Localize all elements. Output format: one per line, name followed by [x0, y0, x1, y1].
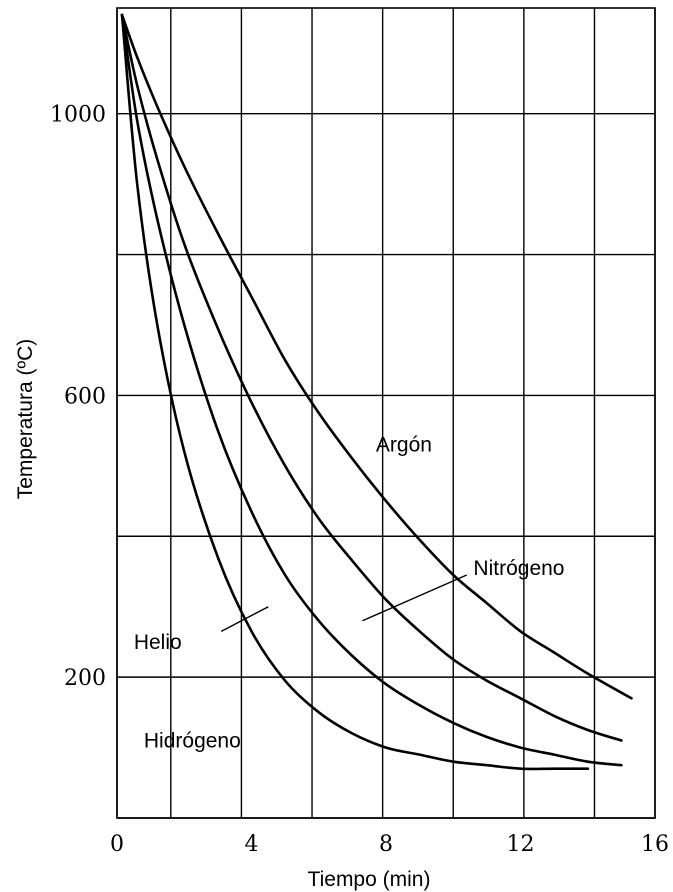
- series-label-helio: Helio: [134, 631, 182, 654]
- series-labels: Argón Nitrógeno Helio Hidrógeno: [134, 434, 565, 753]
- x-axis-title: Tiempo (min): [308, 868, 431, 891]
- y-axis-title: Temperatura (ºC): [14, 339, 37, 500]
- series-line-hidrogeno: [120, 13, 590, 771]
- series-line-argon: [120, 13, 633, 700]
- x-tick-label: 16: [641, 832, 669, 857]
- series-label-nitrogeno: Nitrógeno: [473, 557, 564, 580]
- leader-line-helio: [220, 606, 269, 632]
- x-tick-label: 4: [245, 832, 259, 857]
- x-tick-label: 0: [110, 832, 124, 857]
- series-curves: [120, 13, 633, 771]
- x-tick-labels: 0 4 8 12 16: [110, 832, 669, 857]
- x-tick-label: 12: [507, 832, 535, 857]
- series-line-nitrogeno: [120, 13, 623, 742]
- y-tick-label: 1000: [50, 103, 106, 128]
- series-label-hidrogeno: Hidrógeno: [144, 730, 241, 753]
- leader-line-nitrogeno: [362, 574, 467, 622]
- annotation-leaders: [220, 574, 467, 632]
- chart-grid: [116, 8, 656, 819]
- x-tick-label: 8: [379, 832, 393, 857]
- y-tick-label: 600: [64, 384, 106, 409]
- y-tick-label: 200: [64, 666, 106, 691]
- plot-frame: [116, 7, 656, 819]
- series-line-helio: [120, 13, 623, 767]
- y-tick-labels: 200 600 1000: [50, 103, 106, 691]
- series-label-argon: Argón: [376, 434, 432, 457]
